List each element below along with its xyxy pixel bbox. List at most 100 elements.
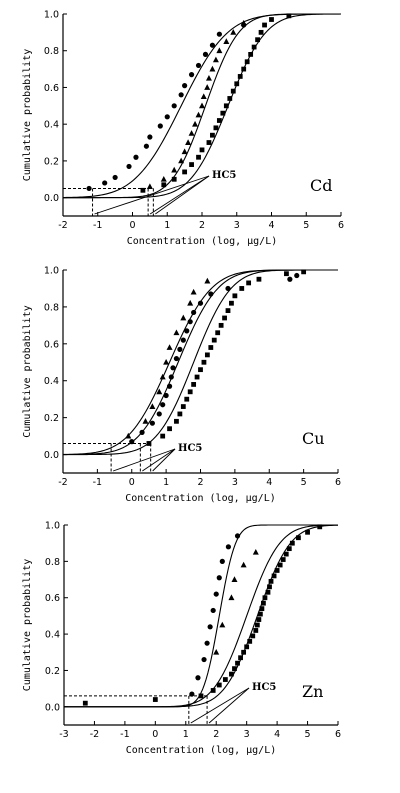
y-tick-label: 0.4 [44,120,59,131]
data-point-triangle [204,277,211,284]
data-point-circle [210,607,216,614]
hc5-pointer-line [152,448,176,472]
chart-xlabel: Concentration (log, μg/L) [126,745,277,756]
chart-panel-zn: Cumulative probability Concentration (lo… [22,521,341,757]
data-point-circle [202,51,209,58]
data-point-triangle [149,403,156,409]
y-tick-label: 0.6 [45,593,60,604]
data-point-square [210,688,216,693]
data-point-square [267,584,272,590]
hc5-pointer-line [149,175,210,215]
data-point-square [199,147,205,153]
data-point-square [213,125,219,131]
data-point-circle [201,656,207,663]
y-tick-label: 0.8 [44,46,59,57]
data-point-square [241,649,247,655]
data-point-square [296,535,301,541]
data-point-square [146,441,152,446]
data-point-triangle [163,358,170,365]
hc5-pointer-line [155,175,210,215]
x-tick-label: 5 [303,220,309,231]
data-point-circle [102,180,108,186]
y-tick-label: 1.0 [44,266,59,277]
data-point-circle [195,675,201,681]
x-tick-label: 2 [213,729,219,740]
data-point-circle [209,42,216,48]
data-point-circle [168,374,174,380]
data-point-triangle [212,56,219,63]
data-point-square [182,169,188,175]
data-point-triangle [240,561,247,568]
x-tick-label: 4 [274,729,280,740]
x-tick-label: 0 [152,729,158,740]
hc5-pointer-line [112,448,176,472]
data-point-triangle [200,93,207,100]
data-point-square [289,540,295,546]
data-point-circle [157,123,163,129]
hc5-annotation: HC5 [178,443,202,454]
y-tick-label: 0.2 [44,413,59,424]
data-point-circle [129,439,135,445]
data-point-square [222,677,228,682]
x-tick-label: 2 [199,220,205,231]
data-point-square [216,118,222,123]
data-point-triangle [231,576,238,582]
data-point-square [250,633,256,639]
data-point-square [261,600,266,606]
data-point-circle [207,624,213,630]
y-tick-label: 0.0 [45,702,60,713]
data-point-square [259,606,265,612]
data-point-square [177,411,183,417]
data-point-circle [112,174,118,181]
y-tick-label: 0.2 [44,156,59,167]
data-point-square [160,433,166,439]
chart-panel-cu: Cumulative probability Concentration (lo… [22,266,341,505]
x-tick-label: 5 [301,477,307,488]
y-tick-label: 0.6 [44,83,59,94]
data-point-square [161,182,167,188]
data-point-square [234,81,240,87]
data-point-circle [208,291,214,297]
x-tick-label: -1 [93,477,102,488]
data-point-triangle [180,314,187,321]
data-point-square [220,110,226,116]
data-point-square [256,617,262,622]
x-tick-label: 1 [163,477,169,488]
data-point-square [222,315,227,321]
x-tick-label: 4 [266,477,272,488]
data-point-square [271,573,277,579]
data-point-circle [170,365,176,371]
data-point-square [198,367,203,373]
data-point-square [201,359,207,365]
data-point-circle [197,300,204,306]
x-tick-label: 0 [129,220,135,231]
x-tick-label: 0 [129,477,135,488]
panel-label: Zn [302,682,323,701]
data-point-triangle [192,120,199,127]
y-tick-label: 0.2 [45,666,60,677]
data-point-square [262,22,267,28]
data-point-square [198,693,204,699]
data-point-square [253,628,259,633]
data-point-circle [219,558,225,564]
panel-label: Cu [302,429,325,448]
hc5-annotation: HC5 [252,682,276,693]
x-tick-label: 1 [164,220,170,231]
data-point-square [284,271,289,277]
data-point-square [280,557,286,562]
data-point-square [210,132,215,138]
data-point-circle [187,319,193,325]
x-tick-label: 6 [338,220,344,231]
data-point-square [211,337,217,343]
data-point-circle [216,31,222,37]
data-point-circle [160,402,166,408]
data-point-square [232,666,237,672]
data-point-triangle [125,432,132,439]
data-point-circle [188,72,195,78]
panel-label: Cd [310,176,332,195]
data-point-square [235,660,240,666]
data-point-square [208,345,214,350]
data-point-square [187,389,193,395]
x-tick-label: 6 [335,477,341,488]
data-point-square [216,682,222,688]
